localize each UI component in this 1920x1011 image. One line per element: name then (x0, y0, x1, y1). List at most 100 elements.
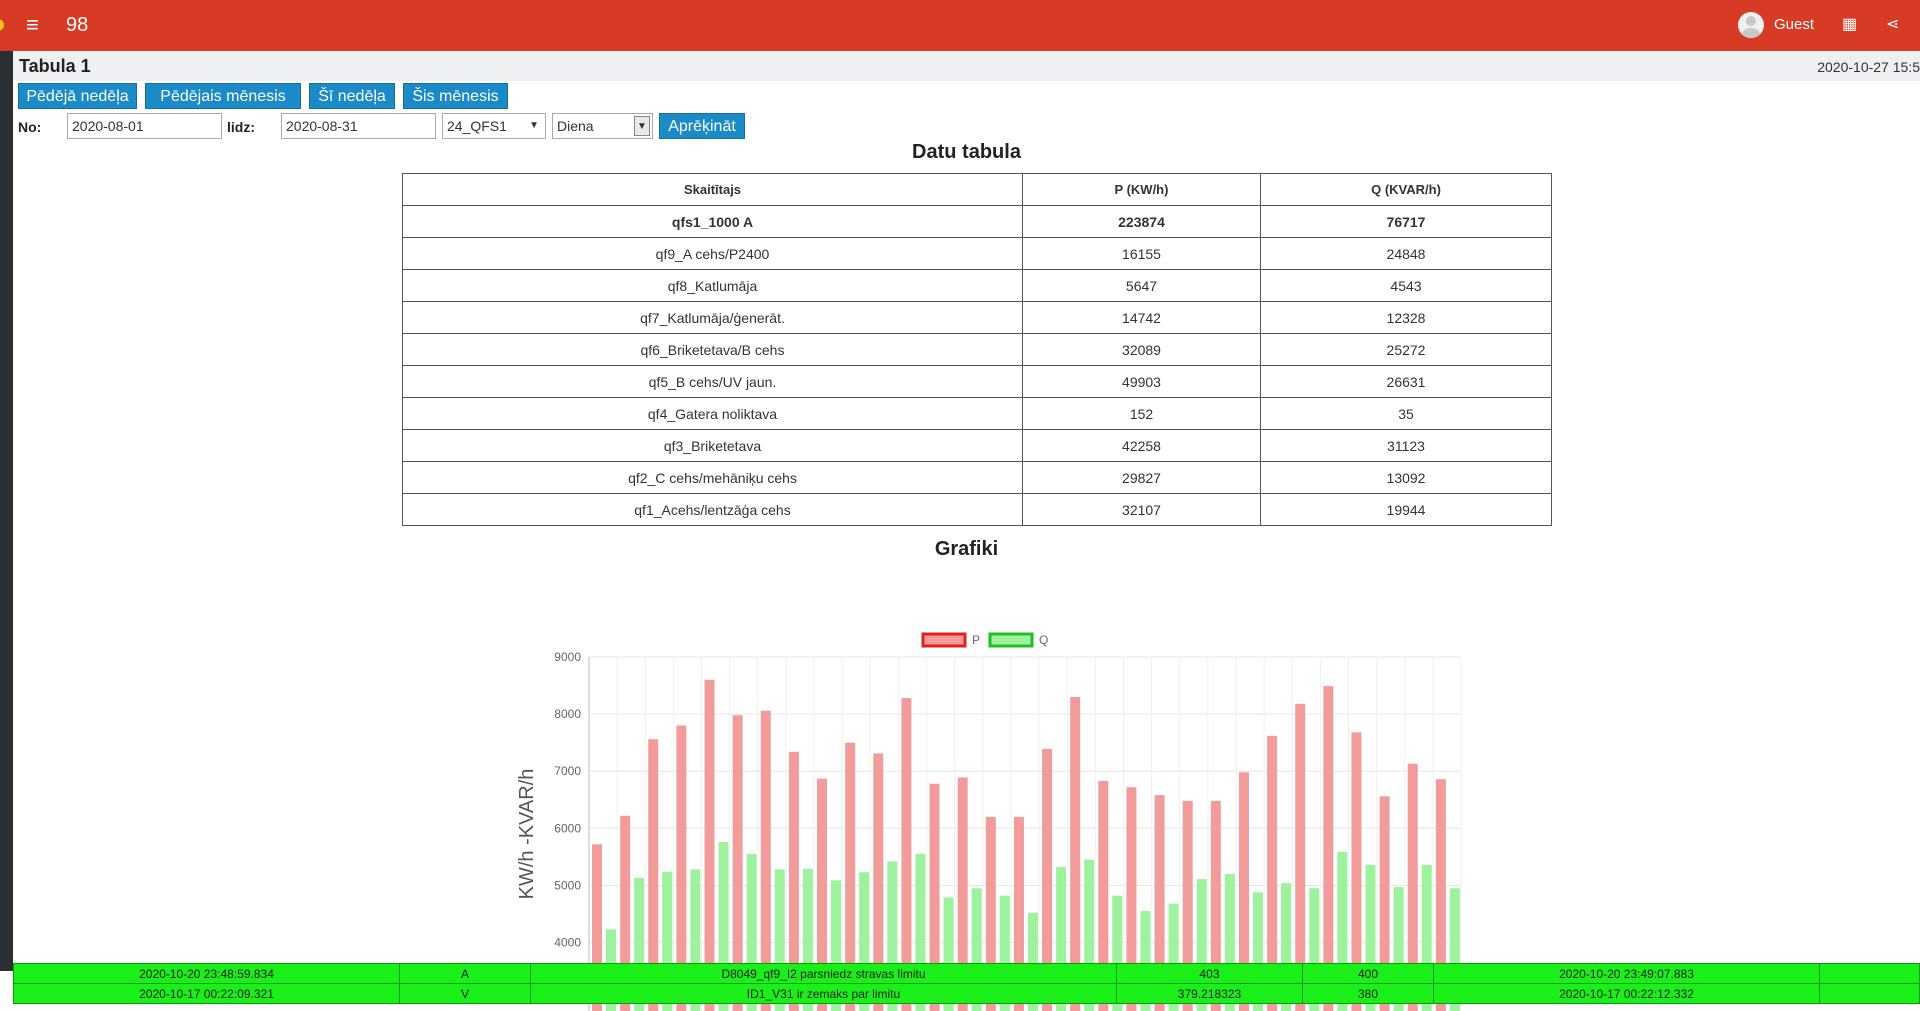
bar-p (704, 679, 715, 1011)
bar-q (1112, 895, 1123, 1011)
y-tick-label: 7000 (554, 764, 581, 778)
qr-code-icon[interactable]: ▦ (1842, 16, 1858, 33)
alarm-cell: 2020-10-20 23:48:59.834 (13, 963, 400, 984)
bar-p (817, 778, 828, 1011)
bar-p (592, 844, 602, 1011)
table-cell: qfs1_1000 A (402, 205, 1023, 238)
legend-swatch (988, 632, 1034, 648)
bar-q (662, 871, 673, 1011)
chart-title: Grafiki (934, 538, 999, 560)
last-month-button[interactable]: Pēdējais mēnesis (145, 83, 301, 109)
column-header: P (KW/h) (1022, 173, 1261, 206)
bar-p (760, 710, 771, 1011)
bar-p (1070, 696, 1081, 1011)
last-week-button[interactable]: Pēdējā nedēļa (18, 83, 137, 109)
bar-p (1042, 748, 1053, 1011)
table-cell: 152 (1022, 397, 1261, 430)
y-tick-label: 5000 (554, 878, 581, 892)
bar-q (634, 877, 645, 1011)
top-bar: ≡ 98 Guest ▦ ⋖ (0, 0, 1920, 51)
hamburger-menu-icon[interactable]: ≡ (26, 12, 39, 37)
alarm-cell: 400 (1302, 963, 1434, 984)
bar-q (887, 861, 898, 1011)
bar-q (1196, 879, 1207, 1011)
bar-p (1126, 787, 1137, 1011)
bar-q (1281, 883, 1292, 1011)
alarm-cell: A (399, 963, 531, 984)
bar-q (746, 853, 757, 1011)
bar-q (1449, 888, 1460, 1011)
table-cell: 13092 (1260, 461, 1552, 494)
bar-p (1210, 800, 1221, 1011)
alarm-cell: 2020-10-20 23:49:07.883 (1433, 963, 1820, 984)
bar-p (901, 698, 912, 1011)
table-header-row: Skaitītajs P (KW/h) Q (KVAR/h) (402, 173, 1552, 206)
bar-q (1084, 859, 1095, 1011)
user-name[interactable]: Guest (1774, 16, 1815, 33)
bar-p (620, 815, 631, 1011)
bar-p (957, 777, 968, 1011)
bar-p (929, 783, 940, 1011)
table-cell: qf2_C cehs/mehāniķu cehs (402, 461, 1023, 494)
alarm-cell (1819, 963, 1920, 984)
to-label: lidz: (227, 119, 255, 135)
period-select-value: Diena (557, 118, 594, 134)
bar-p (1407, 763, 1418, 1011)
table-title: Datu tabula (912, 141, 1021, 163)
table-cell: 32107 (1022, 493, 1261, 526)
bar-p (985, 816, 996, 1011)
table-row: qf3_Briketetava 42258 31123 (402, 429, 1552, 462)
status-dot-icon (0, 19, 4, 31)
period-select[interactable]: Diena ▼ (552, 113, 653, 139)
bar-p (1435, 779, 1446, 1011)
meter-select[interactable]: 24_QFS1 ▼ (442, 113, 546, 139)
bar-q (1224, 873, 1235, 1011)
bar-q (1027, 912, 1038, 1011)
bar-q (1365, 864, 1376, 1011)
table-cell: 24848 (1260, 237, 1552, 270)
from-date-input[interactable]: 2020-08-01 (67, 113, 222, 139)
main-content: Tabula 1 2020-10-27 15:5 Pēdējā nedēļa P… (13, 51, 1920, 1011)
user-avatar[interactable] (1738, 12, 1764, 38)
bar-q (971, 888, 982, 1011)
bar-p (1295, 703, 1306, 1011)
bar-p (1323, 686, 1334, 1011)
bar-q (1309, 888, 1320, 1011)
chevron-down-icon: ▼ (529, 120, 539, 131)
this-month-button[interactable]: Šis mēnesis (403, 83, 508, 109)
table-cell: 19944 (1260, 493, 1552, 526)
alarm-cell: 2020-10-17 00:22:09.321 (13, 983, 400, 1004)
table-cell: 26631 (1260, 365, 1552, 398)
table-cell: 32089 (1022, 333, 1261, 366)
bar-q (859, 872, 870, 1011)
bar-q (915, 853, 926, 1011)
table-row: qf4_Gatera noliktava 152 35 (402, 397, 1552, 430)
alarm-cell: 403 (1116, 963, 1303, 984)
calculate-button[interactable]: Aprēķināt (659, 113, 745, 139)
bar-q (1140, 911, 1151, 1011)
bar-p (1098, 780, 1109, 1011)
bar-p (1182, 800, 1193, 1011)
to-date-input[interactable]: 2020-08-31 (281, 113, 436, 139)
bar-p (648, 739, 659, 1011)
table-row: qf2_C cehs/mehāniķu cehs 29827 13092 (402, 461, 1552, 494)
alarm-row[interactable]: 2020-10-17 00:22:09.321 V ID1_V31 ir zem… (13, 983, 1920, 1004)
energy-bar-chart: 3000400050006000700080009000KW/h -KVAR/h… (516, 632, 1462, 1011)
bar-q (1337, 851, 1348, 1011)
alarm-row[interactable]: 2020-10-20 23:48:59.834 A D8049_qf9_I2 p… (13, 963, 1920, 984)
bar-q (1393, 887, 1404, 1011)
table-row: qf1_Acehs/lentzāģa cehs 32107 19944 (402, 493, 1552, 526)
meter-select-value: 24_QFS1 (447, 118, 507, 134)
title-bar: Tabula 1 2020-10-27 15:5 (13, 51, 1920, 81)
bar-q (1168, 903, 1179, 1011)
table-cell: qf6_Briketetava/B cehs (402, 333, 1023, 366)
share-icon[interactable]: ⋖ (1886, 16, 1900, 33)
alarm-cell: 2020-10-17 00:22:12.332 (1433, 983, 1820, 1004)
bar-q (774, 869, 785, 1011)
bar-q (1421, 864, 1432, 1011)
this-week-button[interactable]: Šī nedēļa (309, 83, 395, 109)
y-axis-label: KW/h -KVAR/h (516, 769, 538, 900)
bar-q (1056, 867, 1067, 1011)
table-cell: 12328 (1260, 301, 1552, 334)
bar-p (732, 715, 743, 1011)
